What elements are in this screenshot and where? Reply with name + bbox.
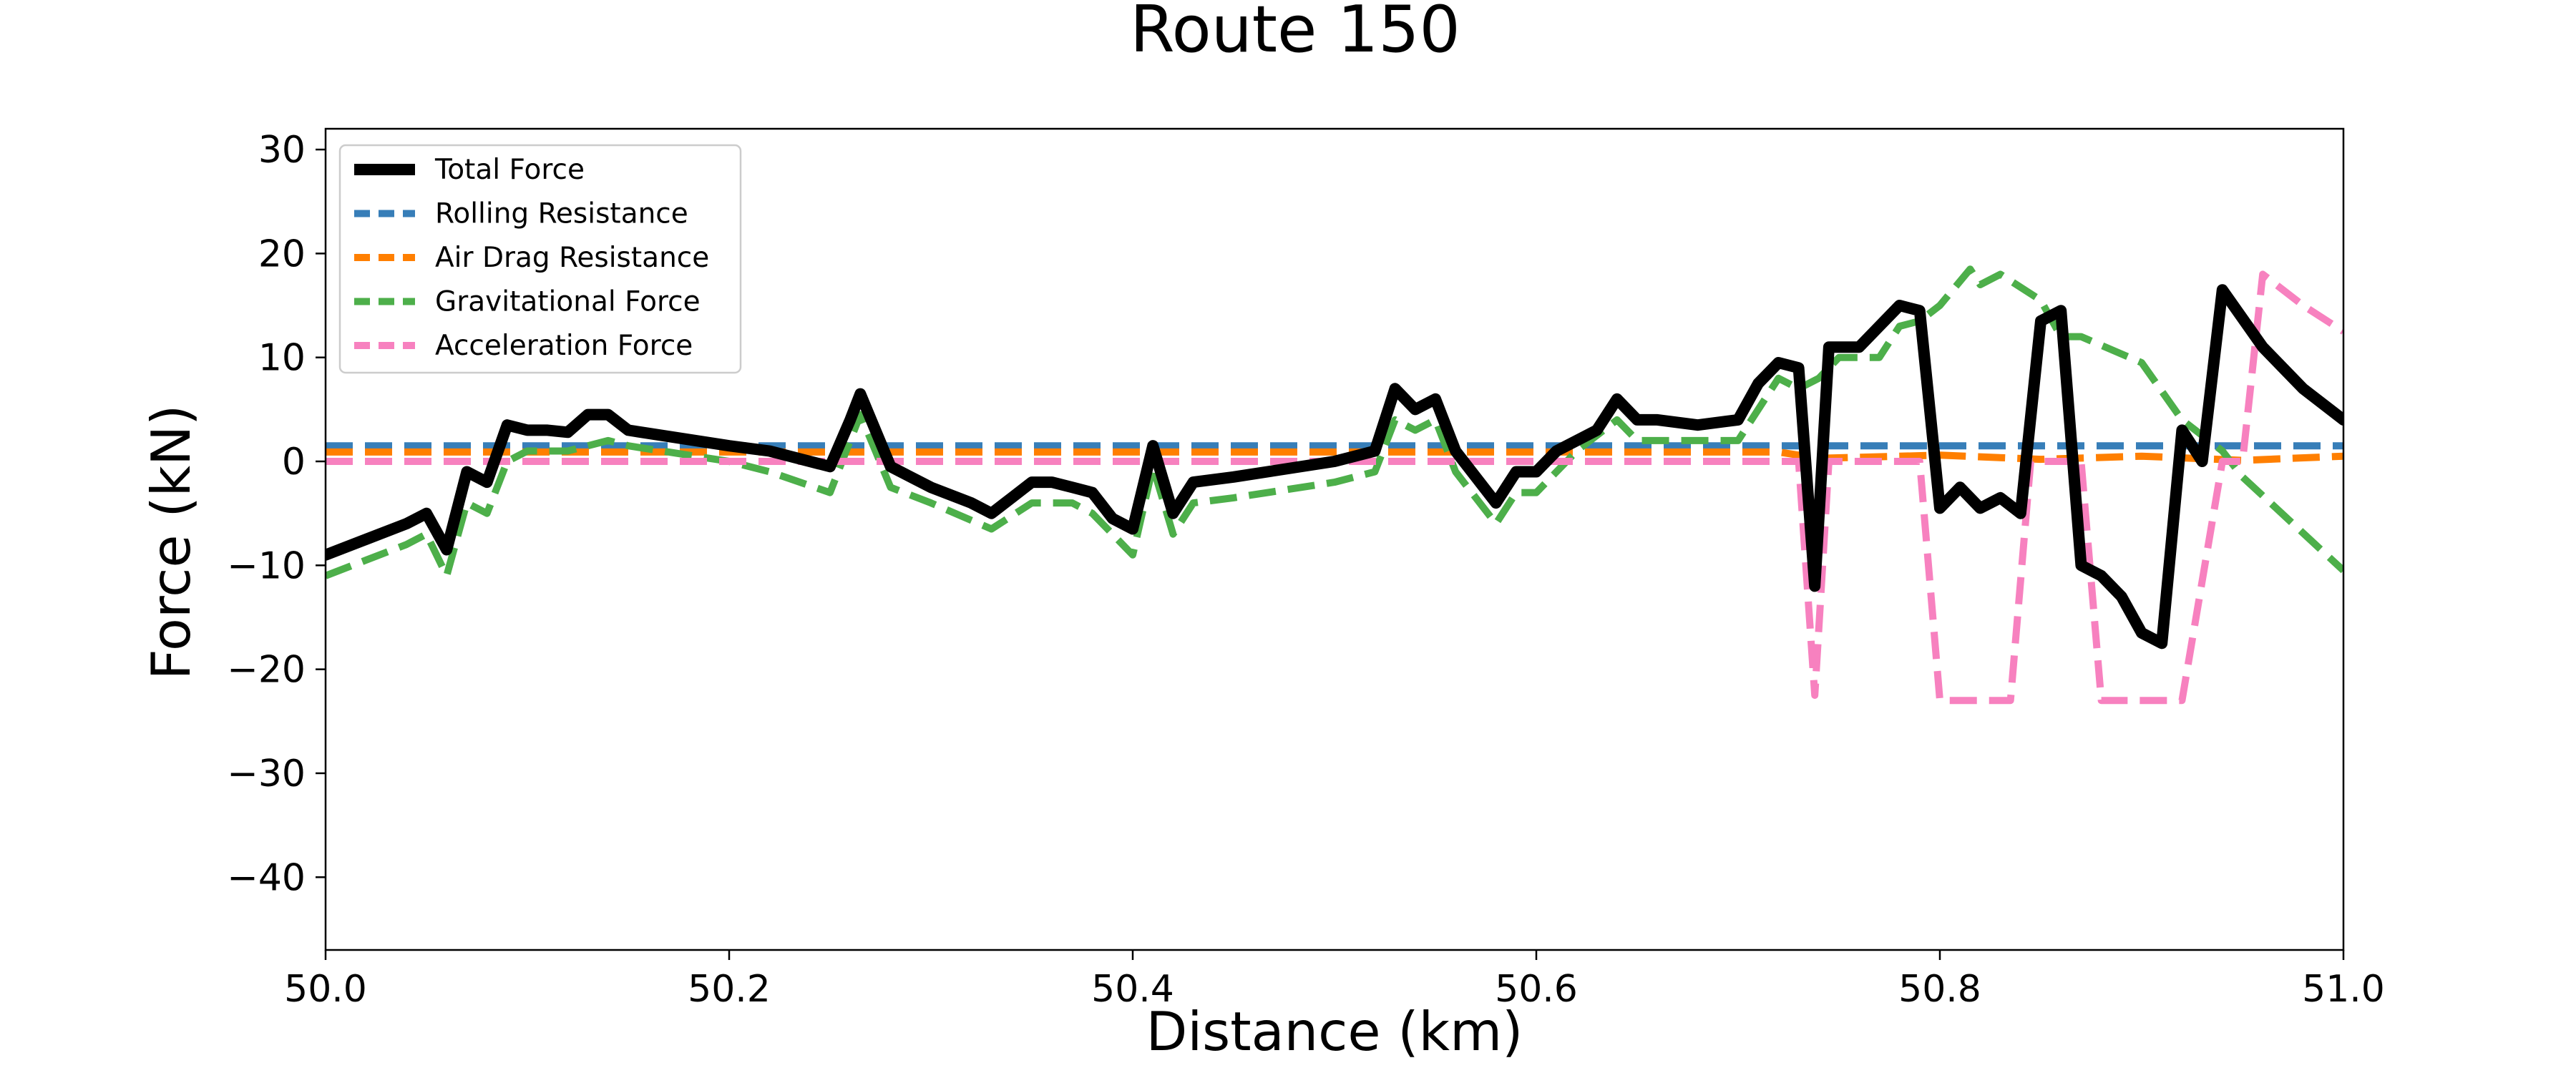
y-tick-label: 0 [282,441,306,484]
legend-label-air-drag-resistance: Air Drag Resistance [435,242,709,274]
y-tick-label: 30 [258,129,306,172]
x-axis-label: Distance (km) [1146,1000,1523,1063]
y-tick-label: −30 [227,753,306,795]
series-line-total-force [326,284,2343,650]
chart-title: Route 150 [1130,0,1460,67]
series-line-acceleration-force [326,270,2343,705]
x-tick-label: 51.0 [2302,968,2385,1011]
plot-area [324,127,2345,951]
legend-label-total-force: Total Force [434,154,585,186]
y-tick-label: 10 [258,337,306,380]
x-tick-label: 50.8 [1898,968,1981,1011]
x-tick-label: 50.2 [688,968,771,1011]
legend-label-gravitational-force: Gravitational Force [435,286,701,318]
y-tick-label: −10 [227,544,306,587]
x-tick-label: 50.6 [1495,968,1578,1011]
x-tick-label: 50.0 [284,968,367,1011]
y-axis-label: Force (kN) [140,405,203,680]
y-tick-label: −40 [227,856,306,899]
legend-label-acceleration-force: Acceleration Force [435,330,693,362]
legend: Total Force Rolling Resistance Air Drag Re… [338,144,742,374]
legend-label-rolling-resistance: Rolling Resistance [435,198,688,230]
legend-box [338,144,742,374]
plot-frame [324,127,2345,951]
axis-ticks: 50.0 50.2 50.4 50.6 50.8 51.0 30 20 10 0 −10 −20 −30… [227,129,2385,1011]
x-tick-label: 50.4 [1091,968,1174,1011]
y-tick-label: −20 [227,649,306,692]
y-tick-label: 20 [258,232,306,275]
series-line-gravitational-force [326,265,2343,579]
series-lines [326,265,2343,705]
